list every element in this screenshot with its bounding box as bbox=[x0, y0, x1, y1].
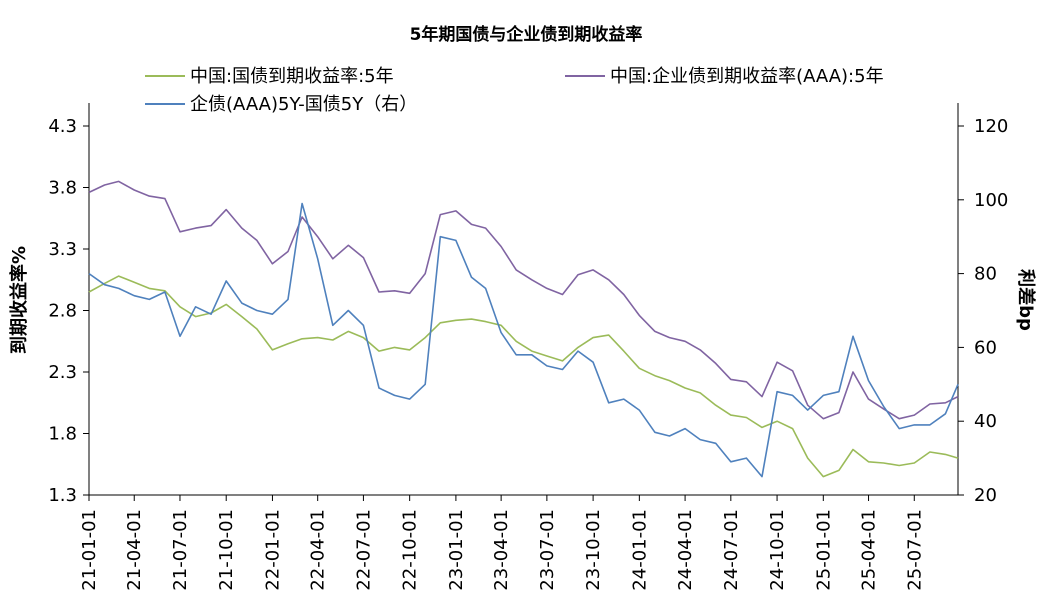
x-tick-label: 24-10-01 bbox=[767, 509, 788, 591]
y-left-axis-title: 到期收益率% bbox=[8, 246, 30, 354]
series-line-spread bbox=[88, 202, 959, 478]
chart-title: 5年期国债与企业债到期收益率 bbox=[410, 24, 643, 45]
x-tick-label: 21-10-01 bbox=[216, 509, 237, 591]
y-left-tick-label: 1.8 bbox=[48, 424, 77, 445]
y-right-axis-title: 利差bp bbox=[1015, 269, 1037, 331]
x-tick-label: 21-07-01 bbox=[170, 509, 191, 591]
legend-label-spread: 企债(AAA)5Y-国债5Y（右） bbox=[190, 94, 417, 115]
series-layer bbox=[88, 180, 959, 478]
legend-label-cgb5y: 中国:国债到期收益率:5年 bbox=[190, 66, 394, 87]
x-tick-label: 21-04-01 bbox=[124, 509, 145, 591]
y-left-ticks: 1.3 1.8 2.3 2.8 3.3 3.8 4.3 bbox=[48, 116, 89, 506]
y-left-tick-label: 2.8 bbox=[48, 301, 77, 322]
x-tick-label: 22-10-01 bbox=[400, 509, 421, 591]
y-right-ticks: 20 40 60 80 100 120 bbox=[958, 116, 1008, 506]
x-tick-label: 25-01-01 bbox=[813, 509, 834, 591]
x-tick-label: 24-07-01 bbox=[721, 509, 742, 591]
series-line-corp-aaa-5y bbox=[88, 180, 959, 420]
x-tick-label: 22-04-01 bbox=[308, 509, 329, 591]
legend: 中国:国债到期收益率:5年 中国:企业债到期收益率(AAA):5年 企债(AAA… bbox=[145, 66, 884, 115]
x-tick-label: 21-01-01 bbox=[79, 509, 100, 591]
x-tick-label: 23-10-01 bbox=[583, 509, 604, 591]
y-left-tick-label: 2.3 bbox=[48, 362, 77, 383]
y-left-tick-label: 1.3 bbox=[48, 485, 77, 506]
y-right-tick-label: 20 bbox=[974, 485, 997, 506]
y-left-tick-label: 3.3 bbox=[48, 239, 77, 260]
x-tick-label: 22-07-01 bbox=[353, 509, 374, 591]
y-right-tick-label: 80 bbox=[974, 264, 997, 285]
y-right-tick-label: 120 bbox=[974, 116, 1008, 137]
x-tick-label: 22-01-01 bbox=[262, 509, 283, 591]
x-tick-label: 25-07-01 bbox=[904, 509, 925, 591]
y-left-tick-label: 4.3 bbox=[48, 116, 77, 137]
y-right-tick-label: 40 bbox=[974, 411, 997, 432]
x-tick-label: 23-01-01 bbox=[446, 509, 467, 591]
y-right-tick-label: 100 bbox=[974, 190, 1008, 211]
x-ticks: 21-01-01 21-04-01 21-07-01 21-10-01 22-01-01… bbox=[79, 495, 925, 591]
y-right-tick-label: 60 bbox=[974, 337, 997, 358]
x-tick-label: 24-01-01 bbox=[629, 509, 650, 591]
y-left-tick-label: 3.8 bbox=[48, 178, 77, 199]
legend-label-corp-aaa-5y: 中国:企业债到期收益率(AAA):5年 bbox=[610, 66, 884, 87]
x-tick-label: 25-04-01 bbox=[859, 509, 880, 591]
x-tick-label: 23-04-01 bbox=[491, 509, 512, 591]
series-line-cgb5y bbox=[88, 275, 959, 478]
x-tick-label: 23-07-01 bbox=[537, 509, 558, 591]
x-tick-label: 24-04-01 bbox=[675, 509, 696, 591]
